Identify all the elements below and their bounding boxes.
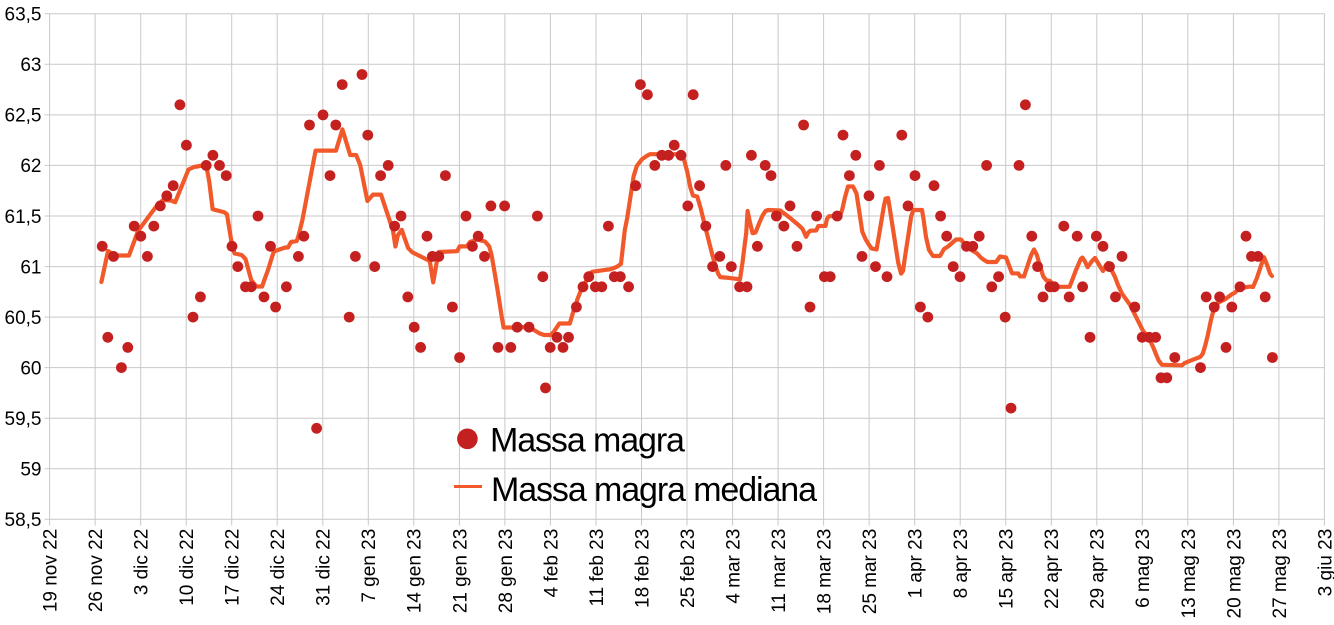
svg-text:11 feb 23: 11 feb 23 <box>587 529 608 607</box>
svg-text:4 feb 23: 4 feb 23 <box>541 529 562 598</box>
svg-text:19 nov 22: 19 nov 22 <box>41 529 62 612</box>
svg-text:11 mar 23: 11 mar 23 <box>769 529 790 613</box>
svg-text:24 dic 22: 24 dic 22 <box>268 529 289 606</box>
svg-text:60: 60 <box>20 358 41 379</box>
svg-text:25 feb 23: 25 feb 23 <box>678 529 699 608</box>
svg-text:15 apr 23: 15 apr 23 <box>997 529 1018 609</box>
svg-text:4 mar 23: 4 mar 23 <box>724 529 745 604</box>
svg-text:63: 63 <box>20 55 41 76</box>
svg-text:26 nov 22: 26 nov 22 <box>86 529 107 612</box>
svg-text:60,5: 60,5 <box>5 308 42 329</box>
svg-text:17 dic 22: 17 dic 22 <box>223 529 244 606</box>
svg-text:63,5: 63,5 <box>5 5 42 26</box>
svg-text:31 dic 22: 31 dic 22 <box>314 529 335 606</box>
svg-text:Massa magra: Massa magra <box>490 421 685 459</box>
svg-text:1 apr 23: 1 apr 23 <box>906 529 927 599</box>
svg-text:10 dic 22: 10 dic 22 <box>177 529 198 606</box>
svg-text:14 gen 23: 14 gen 23 <box>405 529 426 614</box>
svg-text:58,5: 58,5 <box>5 510 42 531</box>
svg-text:Massa magra mediana: Massa magra mediana <box>491 471 817 509</box>
svg-text:3 dic 22: 3 dic 22 <box>132 529 153 596</box>
svg-text:21 gen 23: 21 gen 23 <box>450 529 471 614</box>
svg-text:22 apr 23: 22 apr 23 <box>1042 529 1063 609</box>
svg-text:8 apr 23: 8 apr 23 <box>951 529 972 599</box>
svg-text:62: 62 <box>20 156 41 177</box>
svg-text:18 mar 23: 18 mar 23 <box>815 529 836 615</box>
svg-text:28 gen 23: 28 gen 23 <box>496 529 517 614</box>
svg-text:7 gen 23: 7 gen 23 <box>359 529 380 603</box>
svg-text:29 apr 23: 29 apr 23 <box>1088 529 1109 609</box>
svg-text:61,5: 61,5 <box>5 207 42 228</box>
svg-text:20 mag 23: 20 mag 23 <box>1224 529 1245 619</box>
svg-text:18 feb 23: 18 feb 23 <box>632 529 653 608</box>
svg-text:59,5: 59,5 <box>5 409 42 430</box>
svg-text:59: 59 <box>20 460 41 481</box>
svg-text:6 mag 23: 6 mag 23 <box>1133 529 1154 608</box>
svg-text:61: 61 <box>20 257 41 278</box>
svg-text:27 mag 23: 27 mag 23 <box>1270 529 1291 619</box>
svg-text:25 mar 23: 25 mar 23 <box>860 529 881 615</box>
svg-text:3 giu 23: 3 giu 23 <box>1315 529 1334 597</box>
svg-text:62,5: 62,5 <box>5 106 42 127</box>
svg-text:13 mag 23: 13 mag 23 <box>1179 529 1200 619</box>
